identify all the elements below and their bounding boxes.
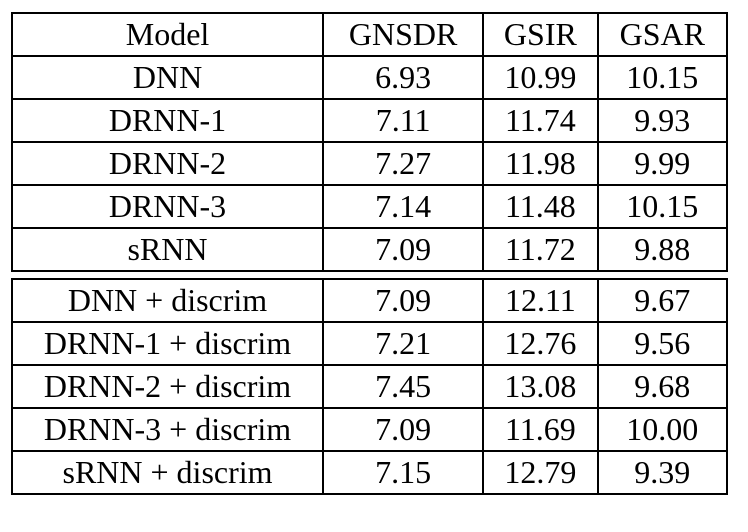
gsir-cell: 11.72 <box>482 227 599 272</box>
column-header-gnsdr: GNSDR <box>322 12 485 57</box>
gnsdr-cell: 7.09 <box>322 407 485 452</box>
model-cell: DRNN-1 + discrim <box>10 321 325 366</box>
table-row: DRNN-2 + discrim 7.45 13.08 9.68 <box>10 364 729 409</box>
gnsdr-cell: 7.09 <box>322 227 485 272</box>
gsar-cell: 9.39 <box>596 450 729 495</box>
gsar-cell: 9.56 <box>596 321 729 366</box>
model-cell: DNN + discrim <box>10 278 325 323</box>
results-table: Model GNSDR GSIR GSAR DNN 6.93 10.99 10.… <box>10 12 729 495</box>
table-row: DRNN-1 7.11 11.74 9.93 <box>10 98 729 143</box>
results-table-baseline-section: Model GNSDR GSIR GSAR DNN 6.93 10.99 10.… <box>10 12 729 272</box>
gnsdr-cell: 7.11 <box>322 98 485 143</box>
table-row: DNN + discrim 7.09 12.11 9.67 <box>10 278 729 323</box>
table-row: DRNN-3 + discrim 7.09 11.69 10.00 <box>10 407 729 452</box>
table-row: DRNN-3 7.14 11.48 10.15 <box>10 184 729 229</box>
gsir-cell: 12.76 <box>482 321 599 366</box>
gsar-cell: 10.15 <box>596 184 729 229</box>
gsir-cell: 13.08 <box>482 364 599 409</box>
table-row: DRNN-1 + discrim 7.21 12.76 9.56 <box>10 321 729 366</box>
header-row: Model GNSDR GSIR GSAR <box>10 12 729 57</box>
gnsdr-cell: 7.09 <box>322 278 485 323</box>
gsar-cell: 9.99 <box>596 141 729 186</box>
model-cell: DNN <box>10 55 325 100</box>
gsar-cell: 9.88 <box>596 227 729 272</box>
model-cell: DRNN-3 <box>10 184 325 229</box>
gsar-cell: 9.67 <box>596 278 729 323</box>
gsir-cell: 12.11 <box>482 278 599 323</box>
gnsdr-cell: 7.45 <box>322 364 485 409</box>
gsir-cell: 11.74 <box>482 98 599 143</box>
table-row: DNN 6.93 10.99 10.15 <box>10 55 729 100</box>
gnsdr-cell: 7.15 <box>322 450 485 495</box>
table-row: sRNN + discrim 7.15 12.79 9.39 <box>10 450 729 495</box>
gsir-cell: 12.79 <box>482 450 599 495</box>
gnsdr-cell: 7.14 <box>322 184 485 229</box>
model-cell: sRNN <box>10 227 325 272</box>
column-header-model: Model <box>10 12 325 57</box>
gsir-cell: 10.99 <box>482 55 599 100</box>
gsir-cell: 11.48 <box>482 184 599 229</box>
model-cell: DRNN-2 + discrim <box>10 364 325 409</box>
gsar-cell: 9.93 <box>596 98 729 143</box>
model-cell: sRNN + discrim <box>10 450 325 495</box>
table-row: sRNN 7.09 11.72 9.88 <box>10 227 729 272</box>
gnsdr-cell: 7.27 <box>322 141 485 186</box>
gsir-cell: 11.98 <box>482 141 599 186</box>
results-table-discrim-section: DNN + discrim 7.09 12.11 9.67 DRNN-1 + d… <box>10 278 729 495</box>
gnsdr-cell: 6.93 <box>322 55 485 100</box>
gsar-cell: 10.00 <box>596 407 729 452</box>
gsar-cell: 10.15 <box>596 55 729 100</box>
gsar-cell: 9.68 <box>596 364 729 409</box>
gsir-cell: 11.69 <box>482 407 599 452</box>
column-header-gsir: GSIR <box>482 12 599 57</box>
model-cell: DRNN-3 + discrim <box>10 407 325 452</box>
gnsdr-cell: 7.21 <box>322 321 485 366</box>
table-row: DRNN-2 7.27 11.98 9.99 <box>10 141 729 186</box>
model-cell: DRNN-2 <box>10 141 325 186</box>
model-cell: DRNN-1 <box>10 98 325 143</box>
column-header-gsar: GSAR <box>596 12 729 57</box>
